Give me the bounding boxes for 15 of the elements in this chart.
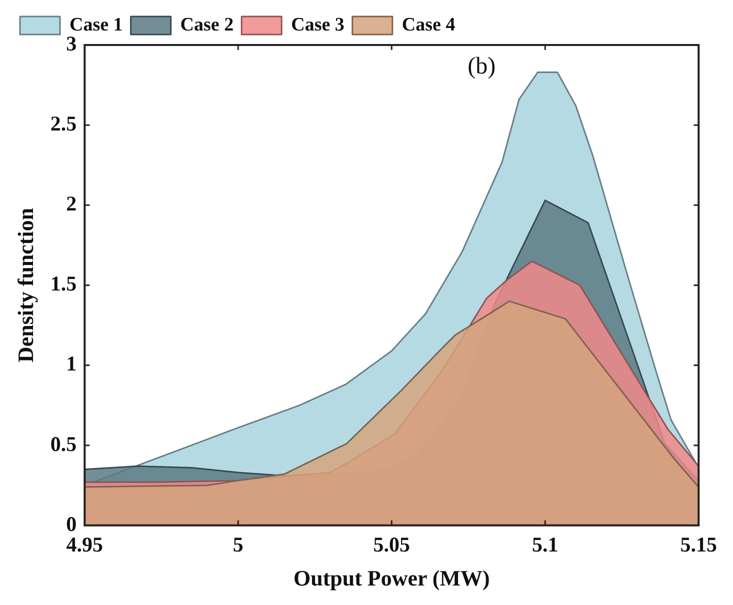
y-tick-label: 2.5 xyxy=(50,111,77,136)
legend-label: Case 4 xyxy=(402,14,456,36)
x-tick-label: 5 xyxy=(232,532,244,556)
y-tick-label: 2 xyxy=(66,192,77,216)
y-tick-label: 1 xyxy=(66,352,77,376)
x-tick-label: 5.05 xyxy=(373,532,410,556)
x-axis-title: Output Power (MW) xyxy=(293,565,490,590)
y-tick-label: 0.5 xyxy=(50,432,77,456)
legend-label: Case 3 xyxy=(291,14,344,36)
legend-label: Case 2 xyxy=(180,14,234,36)
x-tick-label: 5.1 xyxy=(532,532,558,556)
y-axis-title: Density function xyxy=(12,208,38,363)
x-tick-label: 5.15 xyxy=(680,532,717,556)
y-tick-label: 1.5 xyxy=(50,272,77,296)
annotation: (b) xyxy=(468,53,496,80)
